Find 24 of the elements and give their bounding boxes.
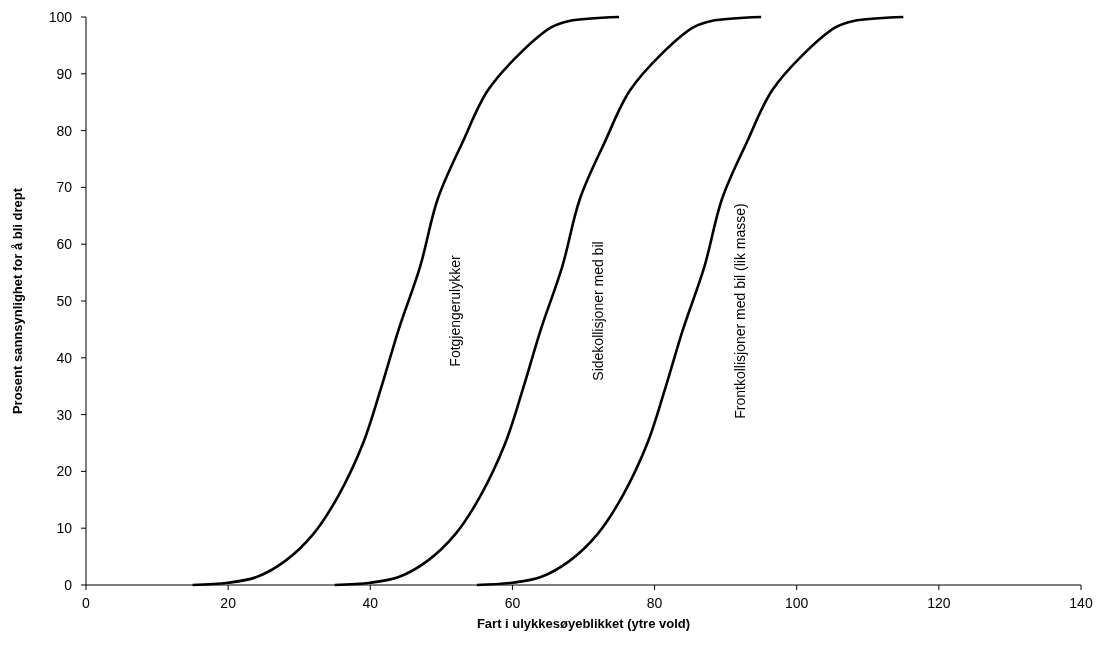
y-tick-label: 30 — [56, 406, 73, 423]
y-tick-label: 80 — [56, 122, 73, 139]
text: Sidekollisjoner med bil — [589, 241, 606, 381]
x-tick-label: 40 — [362, 595, 379, 611]
text: Fotgjengerulykker — [447, 255, 464, 367]
x-tick-label: 20 — [220, 595, 237, 611]
x-tick-label: 100 — [785, 595, 809, 611]
y-axis-title: Prosent sannsynlighet for å bli drept — [10, 187, 25, 415]
y-tick-label: 50 — [56, 292, 73, 309]
y-tick-label: 40 — [56, 349, 73, 366]
x-tick-label: 80 — [646, 595, 663, 611]
y-tick-label: 90 — [56, 65, 73, 82]
y-tick-label: 100 — [48, 8, 73, 25]
text: Frontkollisjoner med bil (lik masse) — [731, 203, 748, 419]
x-tick-label: 140 — [1069, 595, 1093, 611]
y-tick-label: 20 — [56, 463, 73, 480]
x-tick-label: 120 — [927, 595, 951, 611]
x-axis-title: Fart i ulykkesøyeblikket (ytre vold) — [476, 616, 691, 631]
y-tick-label: 60 — [56, 236, 73, 253]
y-tick-label: 0 — [64, 576, 73, 593]
y-tick-label: 70 — [56, 179, 73, 196]
x-tick-label: 60 — [504, 595, 521, 611]
y-tick-label: 10 — [56, 520, 73, 537]
x-tick-label: 0 — [82, 595, 91, 611]
